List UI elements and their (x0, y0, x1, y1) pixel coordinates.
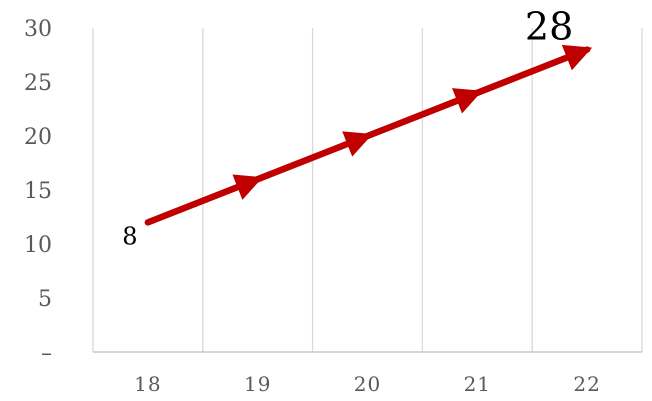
y-tick-label: 30 (24, 17, 52, 42)
x-tick-label: 22 (573, 372, 600, 396)
series-arrow-segment (254, 131, 373, 183)
y-tick-label: 10 (24, 233, 52, 258)
data-label-end: 28 (525, 5, 573, 49)
gridlines (92, 28, 643, 352)
x-tick-label: 21 (464, 372, 491, 396)
y-axis-tick-labels: – 5 10 15 20 25 30 (24, 17, 52, 366)
data-label-start: 8 (122, 222, 137, 250)
y-tick-label: 5 (38, 287, 52, 312)
data-labels: 8 28 (122, 5, 573, 251)
series (144, 44, 593, 226)
x-axis-tick-labels: 18 19 20 21 22 (134, 372, 600, 396)
series-arrow-segment (364, 88, 483, 140)
x-tick-label: 19 (244, 372, 271, 396)
y-tick-label: 20 (24, 125, 52, 150)
series-arrow-segment (144, 174, 263, 226)
series-arrow-segment (474, 44, 593, 97)
x-tick-label: 18 (134, 372, 161, 396)
y-tick-label: – (41, 341, 52, 366)
y-tick-label: 15 (24, 179, 52, 204)
x-tick-label: 20 (354, 372, 381, 396)
y-tick-label: 25 (24, 71, 52, 96)
